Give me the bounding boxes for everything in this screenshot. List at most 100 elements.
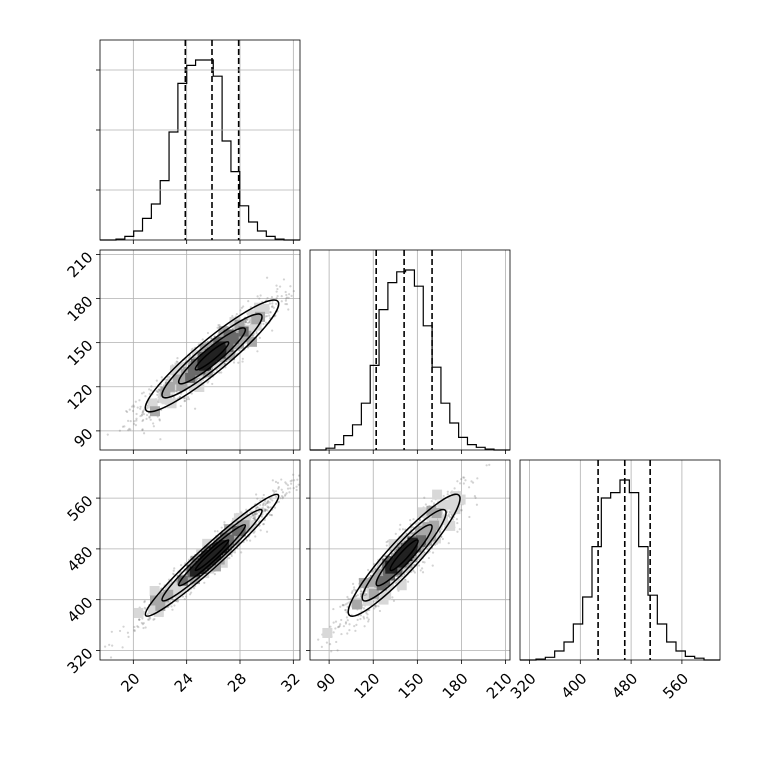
sample-point (146, 618, 150, 621)
sample-point (456, 530, 459, 533)
sample-point (462, 476, 465, 479)
sample-point (426, 547, 429, 551)
sample-point (334, 620, 338, 623)
sample-point (346, 632, 349, 635)
sample-point (451, 518, 455, 521)
contour-line (177, 524, 247, 587)
sample-point (203, 581, 206, 584)
density-cell (229, 316, 240, 327)
sample-point (167, 578, 171, 581)
sample-point (139, 407, 142, 410)
sample-point (254, 517, 257, 520)
sample-point (419, 569, 422, 572)
sample-point (339, 605, 342, 608)
sample-point (268, 302, 272, 305)
sample-point (265, 530, 269, 533)
contour-line (144, 299, 280, 413)
sample-point (262, 493, 265, 497)
sample-point (128, 408, 131, 411)
sample-point (341, 604, 344, 607)
sample-point (280, 300, 283, 303)
sample-point (132, 405, 136, 408)
density-cell (251, 314, 262, 325)
sample-point (148, 416, 151, 419)
sample-point (373, 563, 376, 566)
sample-point (290, 479, 294, 482)
sample-point (251, 514, 254, 517)
sample-point (141, 419, 144, 423)
density-cell (199, 343, 210, 354)
sample-point (348, 629, 351, 632)
sample-point (271, 479, 274, 482)
sample-point (332, 631, 335, 634)
x-tick-label: 24 (171, 670, 197, 696)
sample-point (269, 311, 272, 314)
histogram-step (310, 269, 510, 451)
sample-point (329, 643, 332, 646)
density-cell (176, 380, 187, 391)
sample-point (468, 515, 471, 519)
sample-point (412, 518, 415, 521)
sample-point (141, 617, 144, 620)
sample-point (423, 496, 426, 499)
sample-point (270, 296, 274, 299)
density-cell (188, 364, 199, 375)
sample-point (312, 463, 314, 465)
panel-content (103, 463, 314, 659)
sample-point (288, 293, 291, 296)
sample-point (346, 619, 349, 622)
sample-point (148, 388, 151, 391)
sample-point (296, 478, 299, 481)
sample-point (258, 297, 261, 300)
sample-point (373, 607, 376, 610)
sample-point (262, 522, 265, 526)
sample-point (266, 500, 270, 503)
density-cell (189, 380, 200, 391)
sample-point (302, 673, 304, 675)
sample-point (336, 626, 340, 629)
sample-point (254, 513, 257, 516)
sample-point (377, 605, 380, 608)
sample-point (150, 385, 153, 388)
sample-point (494, 458, 496, 460)
sample-point (413, 563, 416, 566)
sample-point (263, 510, 267, 513)
contour-line (177, 327, 247, 385)
sample-point (133, 625, 136, 629)
sample-point (267, 506, 270, 509)
sample-point (275, 297, 278, 300)
sample-point (146, 613, 149, 616)
density-cell (191, 349, 202, 360)
sample-point (432, 502, 436, 505)
sample-point (131, 409, 135, 413)
sample-point (460, 509, 463, 512)
sample-point (179, 395, 182, 398)
sample-point (285, 296, 289, 299)
sample-point (394, 532, 397, 535)
sample-point (270, 514, 274, 517)
sample-point (147, 618, 151, 621)
sample-point (216, 326, 219, 329)
sample-point (360, 590, 363, 593)
sample-point (450, 513, 454, 517)
sample-point (109, 656, 113, 659)
sample-point (268, 314, 271, 317)
sample-point (325, 641, 329, 644)
sample-point (159, 438, 162, 441)
sample-point (149, 617, 152, 620)
sample-point (133, 420, 136, 423)
sample-point (295, 488, 298, 492)
sample-point (282, 278, 286, 281)
sample-point (447, 513, 451, 516)
sample-point (157, 390, 160, 393)
sample-point (218, 371, 221, 374)
sample-point (142, 432, 146, 435)
sample-point (166, 378, 169, 381)
sample-point (262, 502, 265, 505)
sample-point (269, 498, 272, 501)
sample-point (427, 556, 431, 560)
sample-point (366, 568, 370, 572)
sample-point (187, 356, 190, 360)
sample-point (176, 357, 179, 360)
